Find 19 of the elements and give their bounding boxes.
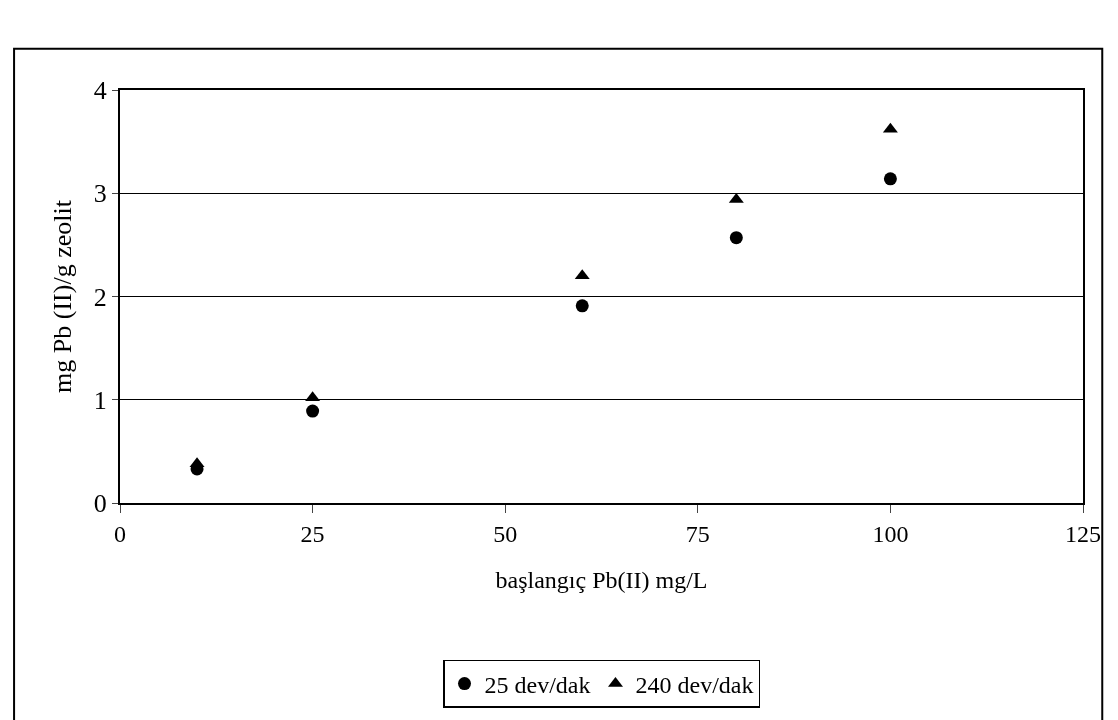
point [306, 404, 320, 418]
x-tick-label: 50 [493, 520, 518, 547]
x-tick-label: 25 [300, 520, 325, 547]
x-tick-label: 125 [1065, 520, 1101, 547]
legend-label: 25 dev/dak [484, 671, 591, 698]
y-tick-label: 2 [93, 282, 107, 312]
x-tick-label: 75 [685, 520, 710, 547]
x-tick-label: 0 [114, 520, 126, 547]
y-tick-label: 4 [93, 76, 107, 106]
x-tick-label: 100 [872, 520, 909, 547]
y-tick-label: 1 [93, 385, 107, 415]
y-tick-label: 3 [93, 179, 107, 209]
point [883, 172, 897, 186]
y-tick-label: 0 [93, 489, 107, 519]
y-axis-title: mg Pb (II)/g zeolit [47, 199, 77, 393]
point [575, 299, 589, 313]
legend-label: 240 dev/dak [635, 671, 754, 698]
x-axis-title: başlangıç Pb(II) mg/L [495, 566, 708, 593]
point [729, 231, 743, 245]
